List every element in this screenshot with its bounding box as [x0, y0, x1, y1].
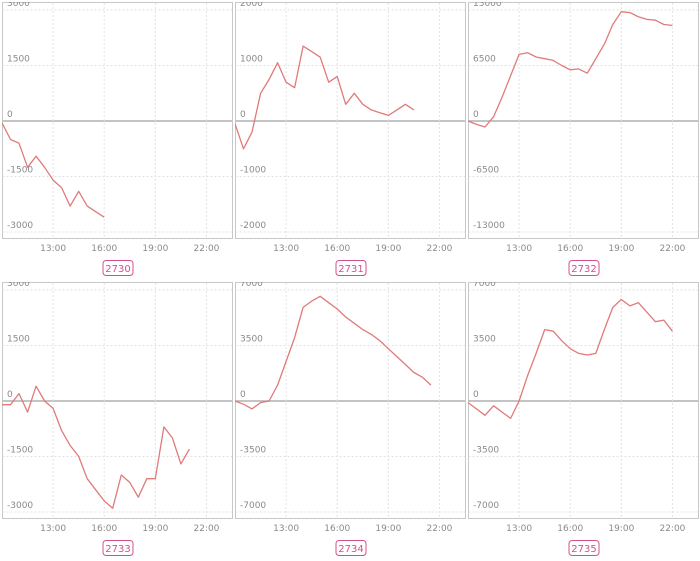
series-line [235, 45, 415, 150]
x-tick-label: 13:00 [40, 244, 66, 254]
y-tick-label: 7000 [473, 282, 496, 289]
x-tick-label: 22:00 [426, 524, 452, 534]
chart-title-badge [335, 540, 367, 556]
chart-panel-2735: 7000 3500 0 -3500 -7000 13:00 16:00 19:00 22:00 2… [468, 282, 699, 556]
chart-title-badge [102, 260, 134, 276]
x-tick-label: 19:00 [375, 244, 401, 254]
chart-panel-2732: 13000 6500 0 -6500 -13000 13:00 16:00 19:00 22:0… [468, 2, 699, 276]
chart-panel-2734: 7000 3500 0 -3500 -7000 13:00 16:00 19:00 22:00 2… [235, 282, 466, 556]
y-tick-label: 0 [473, 110, 479, 120]
x-tick-label: 16:00 [557, 244, 583, 254]
x-tick-label: 13:00 [40, 524, 66, 534]
x-tick-label: 16:00 [557, 524, 583, 534]
y-tick-label: 0 [240, 390, 246, 400]
chart-panel-2730: 3000 1500 0 -1500 -3000 13:00 16:00 19:00 22:00 2… [2, 2, 233, 276]
x-tick-label: 13:00 [273, 244, 299, 254]
x-tick-label: 19:00 [142, 524, 168, 534]
chart-title: 2731 [338, 264, 363, 275]
y-tick-label: 3000 [7, 2, 30, 9]
chart-title-badge [335, 260, 367, 276]
y-tick-label: 3500 [240, 335, 263, 345]
chart-title: 2735 [571, 544, 596, 555]
x-tick-label: 22:00 [193, 524, 219, 534]
x-tick-label: 19:00 [142, 244, 168, 254]
y-tick-label: -1500 [7, 166, 33, 176]
chart-panel-2733: 3000 1500 0 -1500 -3000 13:00 16:00 19:00 22:00 2… [2, 282, 233, 556]
x-tick-label: 16:00 [324, 524, 350, 534]
y-tick-label: 0 [7, 110, 13, 120]
x-tick-label: 13:00 [273, 524, 299, 534]
y-tick-label: 6500 [473, 55, 496, 65]
y-tick-label: -3500 [240, 446, 266, 456]
chart-title-badge [102, 540, 134, 556]
x-tick-label: 13:00 [506, 524, 532, 534]
y-tick-label: -3500 [473, 446, 499, 456]
chart-title: 2730 [105, 264, 130, 275]
x-tick-label: 16:00 [91, 524, 117, 534]
y-tick-label: -6500 [473, 166, 499, 176]
y-tick-label: -2000 [240, 221, 266, 231]
y-tick-label: -1000 [240, 166, 266, 176]
y-tick-label: 0 [7, 390, 13, 400]
y-tick-label: 2000 [240, 2, 263, 9]
chart-title: 2734 [338, 544, 363, 555]
chart-title: 2733 [105, 544, 130, 555]
y-tick-label: 13000 [473, 2, 502, 9]
y-tick-label: 3500 [473, 335, 496, 345]
series-line [235, 295, 432, 410]
y-tick-label: 1500 [7, 335, 30, 345]
chart-title-badge [568, 540, 600, 556]
series-line [468, 298, 673, 420]
y-tick-label: -7000 [473, 501, 499, 511]
y-tick-label: 3000 [7, 282, 30, 289]
series-line [2, 122, 105, 218]
chart-title-badge [568, 260, 600, 276]
x-tick-label: 22:00 [659, 244, 685, 254]
y-tick-label: -3000 [7, 221, 33, 231]
x-tick-label: 19:00 [608, 244, 634, 254]
y-tick-label: -13000 [473, 221, 505, 231]
x-tick-label: 16:00 [324, 244, 350, 254]
y-tick-label: -3000 [7, 501, 33, 511]
x-tick-label: 16:00 [91, 244, 117, 254]
x-tick-label: 19:00 [608, 524, 634, 534]
y-tick-label: 0 [473, 390, 479, 400]
series-line [468, 11, 673, 128]
chart-title: 2732 [571, 264, 596, 275]
y-tick-label: -1500 [7, 446, 33, 456]
x-tick-label: 13:00 [506, 244, 532, 254]
series-line [2, 385, 190, 509]
y-tick-label: 7000 [240, 282, 263, 289]
x-tick-label: 22:00 [193, 244, 219, 254]
x-tick-label: 22:00 [659, 524, 685, 534]
y-tick-label: 0 [240, 110, 246, 120]
y-tick-label: -7000 [240, 501, 266, 511]
chart-panel-2731: 2000 1000 0 -1000 -2000 13:00 16:00 19:00 22:00 2… [235, 2, 466, 276]
x-tick-label: 19:00 [375, 524, 401, 534]
y-tick-label: 1000 [240, 55, 263, 65]
x-tick-label: 22:00 [426, 244, 452, 254]
y-tick-label: 1500 [7, 55, 30, 65]
